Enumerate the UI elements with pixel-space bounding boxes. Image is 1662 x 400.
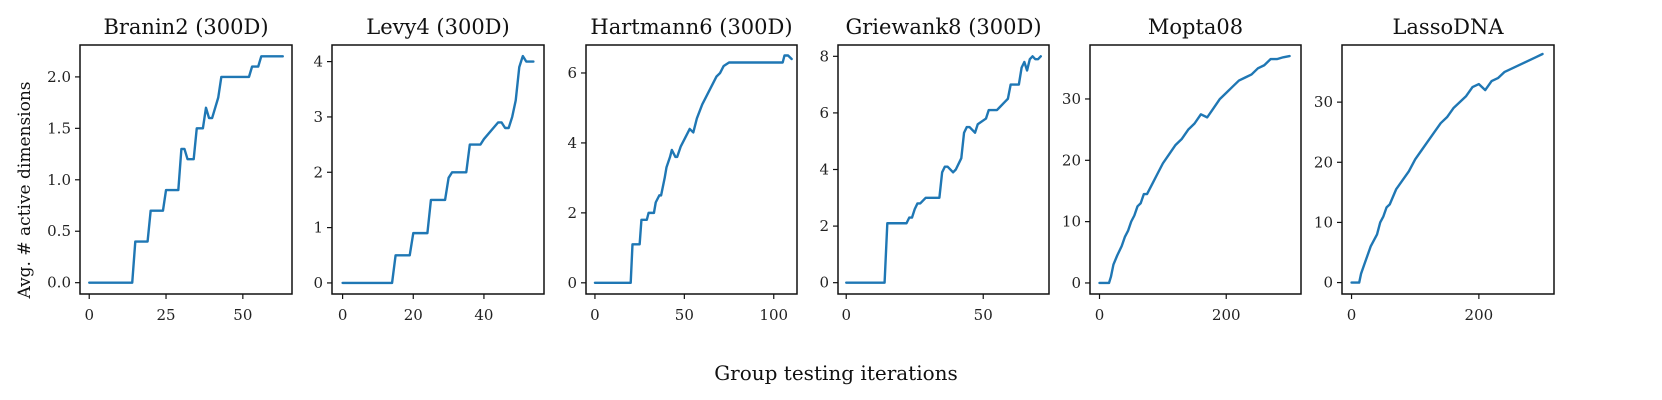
- y-tick-label: 10: [1314, 213, 1333, 231]
- y-tick-label: 1.5: [47, 119, 71, 137]
- axes-frame: [331, 44, 545, 295]
- data-series-line: [88, 55, 284, 284]
- panel-title: Griewank8 (300D): [845, 15, 1041, 39]
- x-tick-label: 50: [233, 306, 252, 324]
- x-tick-label: 20: [404, 306, 423, 324]
- y-tick-label: 0: [1071, 274, 1081, 292]
- y-tick-label: 20: [1062, 151, 1081, 169]
- x-axis-label: Group testing iterations: [714, 361, 958, 385]
- y-tick-label: 0: [1323, 274, 1333, 292]
- x-tick-label: 0: [338, 306, 348, 324]
- y-tick-label: 0: [819, 274, 829, 292]
- y-tick-label: 0.5: [47, 222, 71, 240]
- y-tick-label: 20: [1314, 153, 1333, 171]
- chart-panel-3: Hartmann6 (300D) 0 50 100 0 2 4 6: [567, 15, 798, 324]
- chart-panel-1: Branin2 (300D) 0 25 50 0.0 0.5 1.0 1.5 2.0: [47, 15, 293, 324]
- axes-frame: [1089, 44, 1302, 295]
- chart-panel-2: Levy4 (300D) 0 20 40 0 1 2 3 4: [313, 15, 545, 324]
- x-tick-label: 0: [1347, 306, 1357, 324]
- data-series-line: [593, 54, 793, 285]
- x-tick-label: 0: [590, 306, 600, 324]
- data-series-line: [341, 54, 535, 285]
- y-tick-label: 2: [313, 163, 323, 181]
- x-tick-label: 100: [759, 306, 788, 324]
- x-tick-label: 40: [474, 306, 493, 324]
- y-tick-label: 0: [313, 274, 323, 292]
- chart-panel-5: Mopta08 0 200 0 10 20 30: [1062, 15, 1302, 324]
- axes-frame: [585, 44, 798, 295]
- y-tick-label: 2: [567, 204, 577, 222]
- chart-panel-6: LassoDNA 0 200 0 10 20 30: [1314, 15, 1555, 324]
- chart-panels: Branin2 (300D) 0 25 50 0.0 0.5 1.0 1.5 2.0 Levy4 …: [47, 15, 1555, 324]
- y-axis-label: Avg. # active dimensions: [15, 81, 35, 299]
- x-tick-label: 200: [1212, 306, 1241, 324]
- y-tick-label: 10: [1062, 213, 1081, 231]
- data-series-line: [1098, 54, 1291, 285]
- x-tick-label: 0: [84, 306, 94, 324]
- axes-frame: [79, 44, 293, 295]
- chart-panel-4: Griewank8 (300D) 0 50 0 2 4 6 8: [819, 15, 1050, 324]
- panel-title: LassoDNA: [1392, 15, 1504, 39]
- y-tick-label: 30: [1314, 93, 1333, 111]
- y-tick-label: 3: [313, 108, 323, 126]
- data-series-line: [1350, 52, 1544, 284]
- y-tick-label: 4: [567, 134, 577, 152]
- panel-title: Levy4 (300D): [366, 15, 509, 39]
- y-tick-label: 1.0: [47, 171, 71, 189]
- y-tick-label: 0: [567, 274, 577, 292]
- y-tick-label: 6: [567, 64, 577, 82]
- y-tick-label: 8: [819, 47, 829, 65]
- y-tick-label: 30: [1062, 90, 1081, 108]
- x-tick-label: 0: [1095, 306, 1105, 324]
- data-series-line: [845, 55, 1042, 284]
- x-tick-label: 50: [675, 306, 694, 324]
- panel-title: Hartmann6 (300D): [590, 15, 792, 39]
- axes-frame: [1341, 44, 1555, 295]
- y-tick-label: 4: [313, 53, 323, 71]
- x-tick-label: 25: [156, 306, 175, 324]
- panel-title: Branin2 (300D): [103, 15, 268, 39]
- x-tick-label: 0: [841, 306, 851, 324]
- y-tick-label: 2.0: [47, 68, 71, 86]
- y-tick-label: 4: [819, 161, 829, 179]
- x-tick-label: 50: [974, 306, 993, 324]
- panel-title: Mopta08: [1148, 15, 1243, 39]
- x-tick-label: 200: [1465, 306, 1494, 324]
- y-tick-label: 6: [819, 104, 829, 122]
- y-tick-label: 2: [819, 217, 829, 235]
- y-tick-label: 1: [313, 219, 323, 237]
- y-tick-label: 0.0: [47, 274, 71, 292]
